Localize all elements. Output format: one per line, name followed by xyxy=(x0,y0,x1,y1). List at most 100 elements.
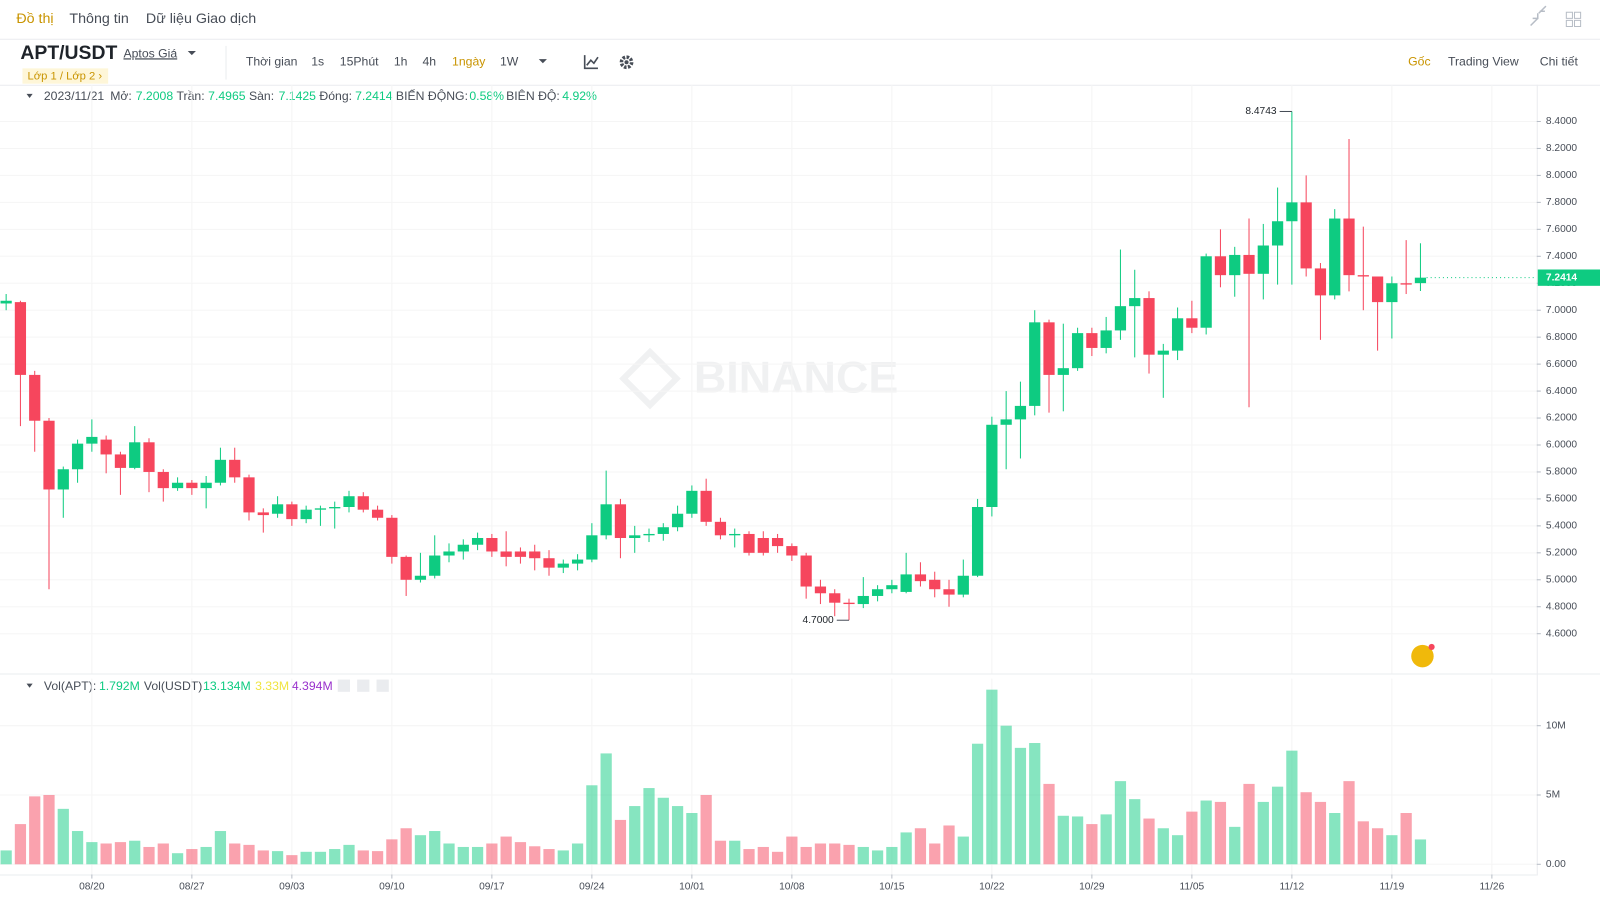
x-tick-label: 11/19 xyxy=(1380,881,1405,892)
volume-bar xyxy=(1100,814,1112,865)
candle-body xyxy=(1271,221,1284,246)
y-tick-label: 5.4000 xyxy=(1546,521,1577,532)
candle-body xyxy=(457,544,469,552)
settings-icon[interactable] xyxy=(624,60,629,65)
volume-bar xyxy=(671,806,684,865)
volume-bar xyxy=(771,851,784,865)
volume-bar xyxy=(1057,815,1069,865)
collapse-arrow[interactable] xyxy=(26,683,33,688)
candle-body xyxy=(1243,254,1255,274)
candle-body xyxy=(29,374,41,421)
candle-body xyxy=(700,490,712,522)
candle-body xyxy=(1143,298,1155,355)
dropdown-icon[interactable] xyxy=(538,59,547,64)
volume-bar xyxy=(1214,801,1227,865)
vol-ma: 3.33M xyxy=(255,679,289,693)
x-tick-label: 10/29 xyxy=(1079,881,1105,892)
toolbar-item[interactable]: Thời gian xyxy=(246,54,298,68)
candle-body xyxy=(314,508,327,510)
settings-icon[interactable] xyxy=(619,55,634,70)
view-tab[interactable]: Chi tiết xyxy=(1540,54,1579,68)
vol-label: Vol(APT): xyxy=(44,679,96,693)
candle-body xyxy=(71,443,84,470)
x-tick-label: 10/22 xyxy=(979,881,1005,892)
plot: 4.6000 4.8000 5.0000 5.2000 5.4000 5.6000 5.80… xyxy=(0,84,1600,892)
tab[interactable]: Thông tin xyxy=(69,11,128,27)
candle-body xyxy=(1329,218,1341,296)
candle-body xyxy=(100,439,112,455)
subtitle[interactable]: Aptos Giá xyxy=(123,46,177,60)
candle-body xyxy=(1043,322,1055,375)
dropdown-icon[interactable] xyxy=(187,51,196,56)
candle-body xyxy=(429,555,441,576)
volume-bar xyxy=(1371,828,1384,865)
y-tick-label: 5.0000 xyxy=(1546,574,1577,585)
volume-bar xyxy=(1300,792,1312,865)
toolbar-item[interactable]: 15Phút xyxy=(340,54,379,68)
volume-bar xyxy=(1129,799,1141,865)
volume-bar xyxy=(614,819,627,865)
toolbar-item[interactable]: 1W xyxy=(500,54,519,68)
volume-bar xyxy=(386,839,398,865)
toolbar-item[interactable]: 1s xyxy=(311,54,324,68)
volume-bar xyxy=(857,846,869,865)
volume-bar xyxy=(757,846,769,865)
view-tab[interactable]: Gốc xyxy=(1408,54,1430,68)
volume-tick-label: 5M xyxy=(1546,790,1560,801)
candle-body xyxy=(1086,333,1098,348)
collapse-arrow[interactable] xyxy=(26,93,33,98)
tab[interactable]: Dữ liệu Giao dịch xyxy=(146,11,256,27)
volume-bar xyxy=(414,835,427,865)
legend-button[interactable] xyxy=(357,679,370,692)
info-value: 7.2414 xyxy=(355,89,393,103)
candle-body xyxy=(1200,256,1212,328)
volume-bar xyxy=(943,825,955,865)
candle-body xyxy=(843,602,855,605)
indicator-icon[interactable] xyxy=(583,55,599,70)
toolbar-item[interactable]: 4h xyxy=(422,54,436,68)
candle-body xyxy=(943,589,955,595)
x-tick-label: 08/20 xyxy=(79,881,105,892)
candle-body xyxy=(1071,333,1084,369)
candle-body xyxy=(343,496,355,508)
candle-body xyxy=(357,496,369,510)
vol-value: 1.792M xyxy=(99,679,140,693)
candle-body xyxy=(600,504,612,536)
candle-body xyxy=(186,482,198,489)
volume-bar xyxy=(700,794,712,865)
candle-body xyxy=(1414,277,1427,284)
collapse-icon[interactable] xyxy=(1530,5,1547,27)
candle-body xyxy=(629,535,641,539)
x-tick-label: 11/05 xyxy=(1179,881,1204,892)
volume-bar xyxy=(357,850,369,865)
candle-body xyxy=(543,558,555,568)
volume-bar xyxy=(714,840,727,865)
candle-body xyxy=(657,527,669,534)
candle-body xyxy=(1300,202,1312,269)
y-tick-label: 5.8000 xyxy=(1546,467,1577,478)
candle-body xyxy=(586,535,598,560)
view-tab[interactable]: Trading View xyxy=(1448,54,1519,68)
layer-link[interactable]: Lớp 1 / Lớp 2 › xyxy=(28,70,103,82)
toolbar-item[interactable]: 1h xyxy=(394,54,408,68)
legend-button[interactable] xyxy=(376,679,389,692)
volume-bar xyxy=(214,831,227,865)
volume-bar xyxy=(329,849,341,865)
assistant-button[interactable] xyxy=(1411,644,1434,668)
volume-bar xyxy=(571,843,584,865)
y-tick-label: 6.6000 xyxy=(1546,359,1577,370)
candle-body xyxy=(1129,298,1141,307)
volume-bar xyxy=(657,797,669,865)
candle-body xyxy=(171,482,184,489)
x-tick-label: 09/03 xyxy=(279,881,305,892)
tab[interactable]: Đồ thị xyxy=(16,11,53,27)
candle-body xyxy=(971,507,984,576)
x-tick-label: 10/15 xyxy=(879,881,905,892)
toolbar-item[interactable]: 1ngày xyxy=(452,54,486,68)
layout-icon[interactable] xyxy=(1565,11,1582,28)
info-label: Trần: xyxy=(177,89,205,103)
legend-button[interactable] xyxy=(337,679,350,692)
y-tick-label: 5.6000 xyxy=(1546,494,1577,505)
candle-body xyxy=(514,551,527,557)
